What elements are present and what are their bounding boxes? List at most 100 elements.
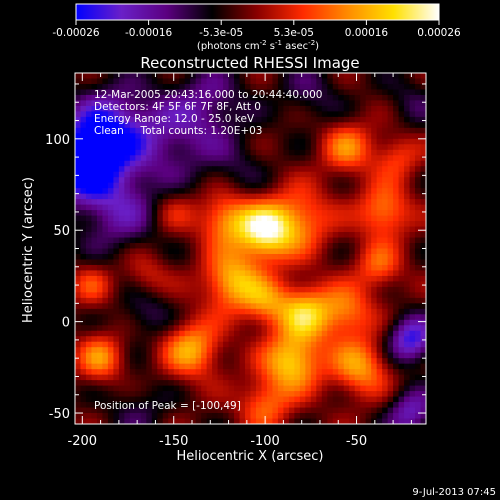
heatmap-cell (118, 73, 125, 80)
heatmap-cell (420, 89, 426, 96)
heatmap-cell (118, 89, 125, 96)
heatmap-cell (360, 259, 367, 266)
heatmap-cell (376, 325, 383, 332)
heatmap-cell (294, 166, 301, 173)
heatmap-cell (151, 111, 158, 118)
heatmap-cell (277, 286, 284, 293)
heatmap-cell (387, 78, 394, 85)
heatmap-cell (102, 177, 109, 184)
heatmap-cell (184, 286, 191, 293)
heatmap-cell (332, 253, 339, 261)
heatmap-cell (217, 297, 224, 304)
heatmap-cell (140, 270, 147, 277)
heatmap-cell (299, 292, 306, 299)
heatmap-cell (294, 111, 301, 118)
heatmap-cell (146, 111, 153, 118)
heatmap-cell (91, 94, 98, 102)
heatmap-cell (223, 243, 230, 250)
heatmap-cell (261, 369, 268, 376)
heatmap-cell (354, 396, 361, 403)
heatmap-cell (272, 73, 279, 80)
heatmap-cell (107, 89, 114, 96)
heatmap-cell (305, 221, 312, 228)
heatmap-cell (102, 402, 109, 409)
heatmap-cell (327, 221, 334, 228)
heatmap-cell (360, 281, 367, 288)
heatmap-cell (234, 89, 241, 96)
heatmap-cell (294, 396, 301, 403)
heatmap-cell (371, 243, 378, 250)
heatmap-cell (124, 215, 131, 222)
heatmap-cell (245, 259, 252, 266)
heatmap-cell (151, 336, 158, 343)
heatmap-cell (102, 193, 109, 200)
heatmap-cell (212, 396, 219, 403)
heatmap-cell (321, 122, 328, 129)
heatmap-cell (266, 380, 274, 387)
heatmap-cell (217, 116, 224, 123)
heatmap-cell (349, 396, 356, 403)
heatmap-cell (179, 407, 186, 414)
heatmap-cell (387, 259, 394, 266)
heatmap-cell (162, 177, 169, 184)
heatmap-cell (190, 314, 197, 321)
heatmap-cell (354, 286, 361, 293)
heatmap-cell (146, 210, 153, 217)
heatmap-cell (404, 380, 411, 387)
heatmap-cell (305, 122, 312, 129)
heatmap-cell (234, 199, 241, 206)
heatmap-cell (96, 308, 104, 315)
heatmap-cell (75, 221, 82, 228)
heatmap-cell (382, 391, 389, 398)
heatmap-cell (118, 330, 125, 337)
heatmap-cell (305, 341, 312, 348)
heatmap-cell (96, 100, 104, 107)
heatmap-cell (228, 171, 235, 178)
heatmap-cell (135, 73, 142, 80)
heatmap-cell (404, 391, 411, 398)
heatmap-cell (157, 270, 164, 277)
heatmap-cell (234, 325, 241, 332)
heatmap-cell (310, 374, 317, 381)
heatmap-cell (266, 391, 274, 398)
heatmap-cell (91, 330, 98, 337)
heatmap-cell (75, 270, 82, 277)
heatmap-cell (217, 221, 224, 228)
heatmap-cell (332, 100, 339, 107)
heatmap-cell (387, 325, 394, 332)
heatmap-cell (107, 352, 114, 359)
heatmap-cell (124, 347, 131, 354)
heatmap-cell (338, 325, 345, 332)
heatmap-cell (255, 210, 263, 217)
heatmap-cell (102, 89, 109, 96)
heatmap-cell (415, 100, 422, 107)
heatmap-cell (80, 380, 87, 387)
heatmap-cell (190, 336, 197, 343)
heatmap-cell (371, 314, 378, 321)
heatmap-cell (294, 232, 301, 239)
heatmap-cell (107, 144, 114, 151)
heatmap-cell (343, 144, 350, 151)
heatmap-cell (250, 177, 257, 184)
heatmap-cell (250, 275, 257, 282)
heatmap-cell (255, 94, 263, 102)
heatmap-cell (234, 149, 241, 156)
heatmap-cell (316, 226, 323, 233)
heatmap-cell (283, 275, 290, 282)
heatmap-cell (398, 292, 405, 299)
heatmap-cell (173, 418, 180, 424)
heatmap-cell (272, 418, 279, 424)
heatmap-cell (266, 188, 274, 195)
heatmap-cell (179, 248, 186, 255)
heatmap-cell (387, 105, 394, 112)
heatmap-cell (107, 325, 114, 332)
heatmap-cell (80, 275, 87, 282)
heatmap-cell (316, 83, 323, 91)
heatmap-cell (338, 133, 345, 140)
heatmap-cell (354, 270, 361, 277)
heatmap-cell (283, 308, 290, 315)
heatmap-cell (234, 144, 241, 151)
heatmap-cell (206, 111, 213, 118)
heatmap-cell (190, 133, 197, 140)
heatmap-cell (201, 270, 208, 277)
